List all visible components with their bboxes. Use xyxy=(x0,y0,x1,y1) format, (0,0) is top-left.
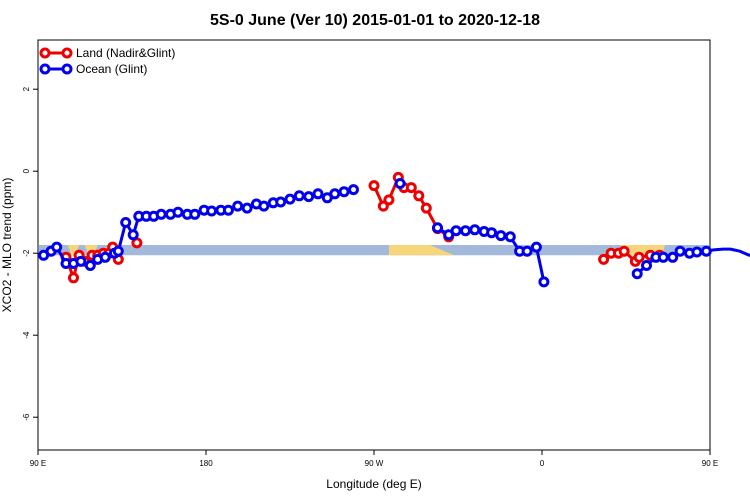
series-1-point-0-38 xyxy=(348,184,359,196)
legend-marker-ocean-start xyxy=(39,63,51,75)
series-1-point-0-25 xyxy=(232,200,244,212)
series-1-point-2-0 xyxy=(432,222,443,234)
x-tick-label-3: 0 xyxy=(540,459,545,468)
series-1-point-0-26 xyxy=(241,202,253,214)
series-0-point-3-3 xyxy=(618,245,630,257)
land-band-segment-2 xyxy=(388,245,455,256)
series-0-point-2-7 xyxy=(420,202,432,214)
land-band-segment-0 xyxy=(67,245,80,256)
series-1-point-0-31 xyxy=(284,193,296,205)
series-0-point-2-1 xyxy=(377,200,389,212)
chart-title: 5S-0 June (Ver 10) 2015-01-01 to 2020-12… xyxy=(210,12,540,29)
series-1-point-2-12 xyxy=(538,276,550,288)
series-1-point-3-8 xyxy=(700,245,712,257)
series-1-point-0-8 xyxy=(99,251,111,263)
series-1-point-3-1 xyxy=(641,260,652,271)
legend: Land (Nadir&Glint) Ocean (Glint) xyxy=(39,46,175,76)
series-0-point-2-6 xyxy=(413,190,425,202)
series-1-point-2-4 xyxy=(469,224,481,236)
series-1-point-0-12 xyxy=(127,229,139,241)
series-1-point-3-3 xyxy=(657,251,669,263)
legend-label-land: Land (Nadir&Glint) xyxy=(76,46,175,60)
x-axis: 90 E 180 90 W 0 90 E xyxy=(30,450,718,468)
series-0-point-2-0 xyxy=(368,180,380,192)
data-series xyxy=(38,171,750,288)
x-tick-label-2: 90 W xyxy=(365,459,384,468)
series-1-point-0-18 xyxy=(172,206,184,218)
series-1-point-0-20 xyxy=(189,208,201,220)
legend-item-ocean: Ocean (Glint) xyxy=(39,62,147,76)
series-1-point-3-5 xyxy=(674,245,686,257)
series-1-point-3-4 xyxy=(667,251,679,263)
series-1-point-0-28 xyxy=(258,200,270,212)
series-0-point-0-1 xyxy=(68,272,79,284)
series-1-point-0-16 xyxy=(155,208,167,220)
y-tick-label-2: -2 xyxy=(22,249,31,257)
series-1-point-0-11 xyxy=(120,217,132,228)
series-1 xyxy=(38,178,750,288)
series-1-point-2-3 xyxy=(460,225,471,237)
series-1-point-2-2 xyxy=(450,225,462,237)
series-1-point-0-6 xyxy=(84,260,96,271)
series-1-point-2-8 xyxy=(504,231,516,243)
legend-label-ocean: Ocean (Glint) xyxy=(76,62,147,76)
legend-marker-ocean-end xyxy=(61,63,73,75)
y-tick-label-3: 0 xyxy=(22,168,31,173)
series-0-point-2-5 xyxy=(405,182,417,194)
series-1-point-0-22 xyxy=(206,205,218,217)
series-1-point-0-24 xyxy=(222,204,234,216)
legend-marker-land-end xyxy=(61,47,73,59)
series-1-point-0-2 xyxy=(51,241,63,253)
series-1-point-0-34 xyxy=(312,188,324,200)
x-axis-label: Longitude (deg E) xyxy=(326,477,421,491)
series-1-point-0-5 xyxy=(75,255,87,267)
series-1-point-0-37 xyxy=(338,186,350,198)
series-0-point-3-5 xyxy=(633,251,645,263)
series-1-point-0-33 xyxy=(303,191,315,203)
series-0-point-3-0 xyxy=(598,253,610,265)
y-axis: -6 -4 -2 0 2 xyxy=(22,86,38,421)
series-1-point-0-32 xyxy=(293,190,305,202)
y-axis-label: XCO2 - MLO trend (ppm) xyxy=(0,178,14,313)
x-tick-label-0: 90 E xyxy=(30,459,46,468)
series-1-point-0-36 xyxy=(329,188,341,200)
series-1-point-0-10 xyxy=(112,245,124,257)
series-1-point-2-6 xyxy=(486,227,498,239)
series-1-point-2-7 xyxy=(495,230,507,242)
reference-band xyxy=(39,245,709,256)
series-0-point-2-2 xyxy=(383,194,395,206)
series-1-point-2-10 xyxy=(521,245,533,257)
y-tick-label-4: 2 xyxy=(22,86,31,91)
legend-item-land: Land (Nadir&Glint) xyxy=(39,46,175,60)
x-tick-label-1: 180 xyxy=(199,459,213,468)
series-1-point-0-30 xyxy=(275,196,287,208)
x-tick-label-4: 90 E xyxy=(702,459,718,468)
band-rect xyxy=(39,245,709,256)
series-1-point-3-0 xyxy=(631,268,643,280)
legend-marker-land-start xyxy=(39,47,51,59)
series-1-point-2-11 xyxy=(530,241,542,253)
series-1-line-3 xyxy=(636,247,750,275)
series-1-point-1-0 xyxy=(394,178,406,189)
y-tick-label-0: -6 xyxy=(22,413,31,421)
y-tick-label-1: -4 xyxy=(22,331,31,339)
series-0-point-1-0 xyxy=(131,237,143,249)
series-1-point-3-7 xyxy=(691,246,703,258)
